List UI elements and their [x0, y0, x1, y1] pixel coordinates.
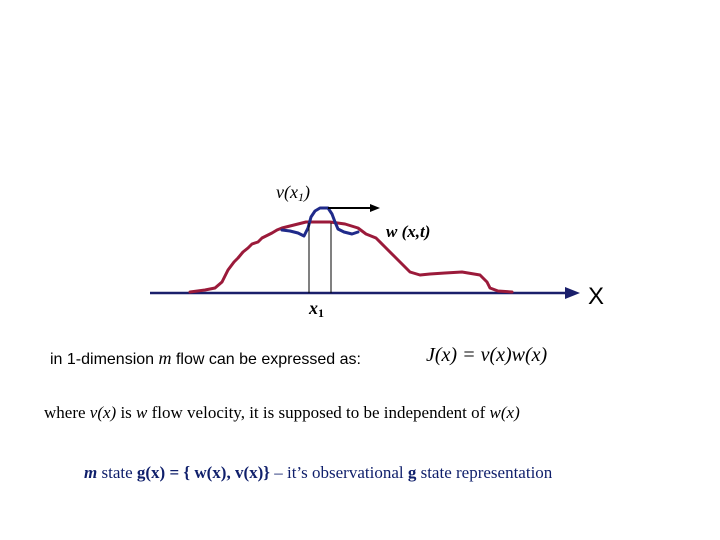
flow-formula: J(x) = v(x)w(x) [426, 344, 548, 366]
local-bump [280, 206, 360, 238]
state-description: m state g(x) = { w(x), v(x)} – it’s obse… [84, 463, 553, 482]
point-label: x1 [309, 298, 324, 320]
axis-label: X [588, 283, 605, 310]
velocity-label: v(x1) [276, 182, 310, 204]
velocity-description: where v(x) is w flow velocity, it is sup… [44, 403, 520, 422]
density-label: w (x,t) [386, 222, 431, 241]
x-axis-arrowhead [565, 287, 580, 299]
intro-line: in 1-dimension m flow can be expressed a… [50, 348, 361, 368]
density-curve [188, 220, 514, 294]
velocity-arrowhead [370, 204, 380, 212]
